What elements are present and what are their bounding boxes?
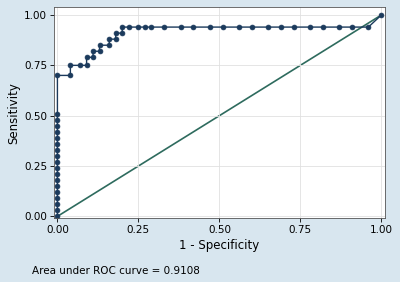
Y-axis label: Sensitivity: Sensitivity: [7, 82, 20, 144]
X-axis label: 1 - Specificity: 1 - Specificity: [179, 239, 260, 252]
Text: Area under ROC curve = 0.9108: Area under ROC curve = 0.9108: [32, 266, 200, 276]
